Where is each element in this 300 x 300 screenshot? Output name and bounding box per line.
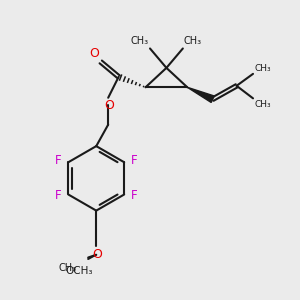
- Text: F: F: [131, 190, 137, 202]
- Text: CH₃: CH₃: [59, 263, 77, 273]
- Text: F: F: [131, 154, 137, 167]
- Text: CH₃: CH₃: [254, 64, 271, 73]
- Polygon shape: [187, 87, 214, 103]
- Text: O: O: [104, 99, 114, 112]
- Text: O: O: [89, 47, 99, 60]
- Text: CH₃: CH₃: [184, 36, 202, 46]
- Text: F: F: [55, 190, 62, 202]
- Text: CH₃: CH₃: [131, 36, 149, 46]
- Text: CH₃: CH₃: [254, 100, 271, 109]
- Text: F: F: [55, 154, 62, 167]
- Text: O: O: [92, 248, 102, 261]
- Text: OCH₃: OCH₃: [65, 266, 93, 276]
